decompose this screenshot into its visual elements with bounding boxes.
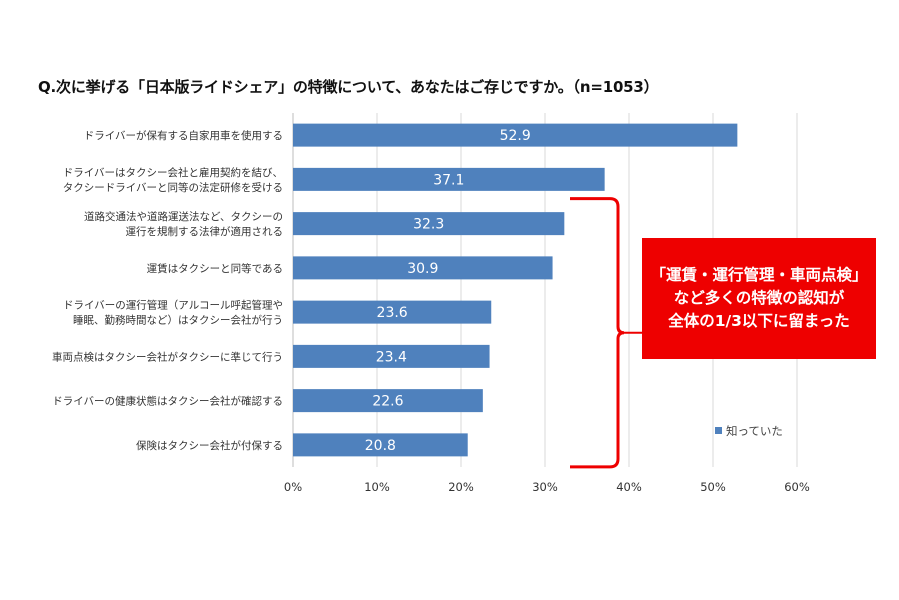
data-label: 23.4 [376, 349, 407, 365]
data-label: 22.6 [372, 394, 403, 410]
category-label: ドライバーの健康状態はタクシー会社が確認する [52, 395, 283, 408]
callout-line: など多くの特徴の認知が [673, 289, 845, 307]
bracket-annotation [570, 197, 625, 469]
category-label: 保険はタクシー会社が付保する [136, 439, 283, 452]
data-label: 23.6 [377, 305, 408, 321]
legend-swatch [715, 427, 722, 434]
data-label: 52.9 [500, 128, 531, 144]
bar [293, 389, 483, 413]
bar [293, 433, 468, 457]
x-tick-label: 10% [364, 480, 390, 494]
bar [293, 167, 605, 191]
data-label: 37.1 [433, 172, 464, 188]
callout-line: 全体の1/3以下に留まった [668, 312, 850, 330]
category-label: 睡眠、勤務時間など）はタクシー会社が行う [73, 314, 283, 327]
category-label: ドライバーが保有する自家用車を使用する [84, 129, 283, 142]
callout-line: 「運賃・運行管理・車両点検」 [650, 266, 868, 284]
x-tick-label: 20% [448, 480, 474, 494]
bar [293, 212, 565, 236]
category-label: 車両点検はタクシー会社がタクシーに準じて行う [52, 350, 283, 363]
x-tick-label: 60% [784, 480, 810, 494]
x-tick-label: 50% [700, 480, 726, 494]
category-label: ドライバーはタクシー会社と雇用契約を結び、 [63, 166, 283, 179]
bar [293, 344, 490, 368]
bar [293, 300, 492, 324]
bar [293, 256, 553, 280]
data-label: 32.3 [413, 217, 444, 233]
category-label: 運行を規制する法律が適用される [126, 225, 284, 238]
legend-label: 知っていた [726, 424, 783, 438]
bar [293, 123, 738, 147]
data-label: 20.8 [365, 438, 396, 454]
chart-title: Q.次に挙げる「日本版ライドシェア」の特徴について、あなたはご存じですか。（n=… [38, 78, 659, 96]
category-label: ドライバーの運行管理（アルコール呼起管理や [63, 299, 283, 312]
category-label: 運賃はタクシーと同等である [147, 262, 283, 275]
x-tick-label: 30% [532, 480, 558, 494]
x-tick-label: 0% [284, 480, 302, 494]
category-label: 道路交通法や道路運送法など、タクシーの [84, 210, 283, 223]
x-tick-label: 40% [616, 480, 642, 494]
category-label: タクシードライバーと同等の法定研修を受ける [63, 181, 283, 194]
data-label: 30.9 [407, 261, 438, 277]
callout-box: 「運賃・運行管理・車両点検」 など多くの特徴の認知が 全体の1/3以下に留まった [642, 238, 876, 359]
